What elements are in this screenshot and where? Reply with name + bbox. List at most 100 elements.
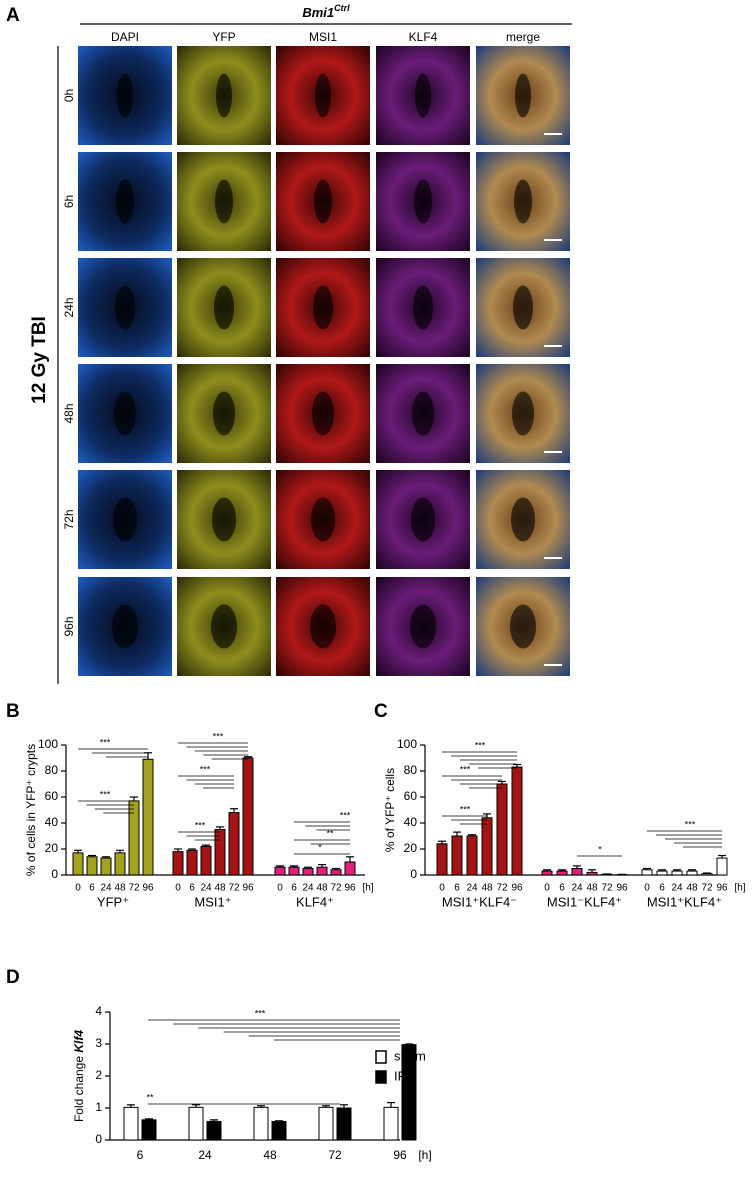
x-tick-label: 96 xyxy=(511,883,523,894)
bar xyxy=(142,758,154,876)
significance: *** xyxy=(255,1008,266,1018)
crypt-lumen xyxy=(311,497,335,542)
crypt-lumen xyxy=(114,391,136,436)
bar xyxy=(656,870,668,876)
x-tick-label: 24 xyxy=(302,883,314,894)
bar xyxy=(571,868,583,876)
x-tick-label: 6 xyxy=(137,1148,144,1162)
column-label: DAPI xyxy=(111,30,139,44)
significance: *** xyxy=(340,810,351,820)
x-tick-label: 72 xyxy=(601,883,613,894)
crypt-lumen xyxy=(216,73,232,118)
bar xyxy=(123,1106,139,1141)
y-tick-label: 0 xyxy=(95,1132,102,1146)
significance: * xyxy=(318,842,322,852)
y-label-main: Fold change xyxy=(72,1053,86,1122)
bar xyxy=(318,1106,334,1141)
x-tick-label: 6 xyxy=(659,883,665,894)
x-tick-label: 72 xyxy=(128,883,140,894)
bar xyxy=(701,873,713,876)
y-axis-label: Fold change Klf4 xyxy=(72,1030,86,1122)
crypt-lumen xyxy=(213,391,235,436)
y-tick-label: 4 xyxy=(95,1004,102,1018)
row-label: 6h xyxy=(62,195,76,208)
y-tick-label: 3 xyxy=(95,1036,102,1050)
group-label: MSI1⁻KLF4⁺ xyxy=(547,894,622,909)
x-tick-label: 24 xyxy=(571,883,583,894)
x-tick-label: 48 xyxy=(114,883,126,894)
bar xyxy=(114,852,126,876)
bar xyxy=(383,1106,399,1141)
x-tick-label: 24 xyxy=(200,883,212,894)
y-tick-label: 80 xyxy=(45,763,59,777)
crypt-lumen xyxy=(412,391,434,436)
crypt-lumen xyxy=(415,73,431,118)
y-tick-label: 0 xyxy=(51,867,58,881)
bar xyxy=(466,835,478,876)
bar xyxy=(511,766,523,876)
bar xyxy=(586,871,598,876)
x-tick-label: 48 xyxy=(316,883,328,894)
x-unit: [h] xyxy=(418,1148,431,1162)
significance: *** xyxy=(213,731,224,741)
bar xyxy=(214,829,226,876)
bar xyxy=(401,1044,417,1141)
y-tick-label: 100 xyxy=(397,737,417,751)
bar xyxy=(436,843,448,876)
group-label: MSI1⁺KLF4⁺ xyxy=(647,894,722,909)
bar xyxy=(541,870,553,876)
x-tick-label: 6 xyxy=(559,883,565,894)
crypt-lumen xyxy=(315,73,331,118)
bar xyxy=(496,783,508,876)
crypt-lumen xyxy=(513,285,533,330)
genotype-sup: Ctrl xyxy=(334,3,350,13)
crypt-lumen xyxy=(515,73,531,118)
x-tick-label: 96 xyxy=(344,883,356,894)
panel-label: A xyxy=(6,5,20,26)
crypt-lumen xyxy=(511,497,535,542)
x-unit: [h] xyxy=(734,883,745,894)
bar xyxy=(481,817,493,876)
panel-label: D xyxy=(6,967,20,988)
y-tick-label: 2 xyxy=(95,1068,102,1082)
bar xyxy=(188,1106,204,1141)
significance: *** xyxy=(460,764,471,774)
legend-swatch xyxy=(375,1050,387,1064)
bar xyxy=(100,857,112,876)
x-tick-label: 72 xyxy=(496,883,508,894)
x-tick-label: 0 xyxy=(277,883,283,894)
y-tick-label: 40 xyxy=(404,815,418,829)
y-tick-label: 0 xyxy=(410,867,417,881)
y-tick-label: 60 xyxy=(404,789,418,803)
x-tick-label: 48 xyxy=(481,883,493,894)
column-label: KLF4 xyxy=(409,30,438,44)
x-tick-label: 24 xyxy=(671,883,683,894)
panel-label: B xyxy=(6,701,20,722)
bar xyxy=(556,870,568,876)
x-tick-label: 0 xyxy=(544,883,550,894)
row-label: 24h xyxy=(62,297,76,317)
x-tick-label: 0 xyxy=(175,883,181,894)
column-label: MSI1 xyxy=(309,30,337,44)
bar xyxy=(330,869,342,876)
crypt-lumen xyxy=(411,497,435,542)
x-tick-label: 24 xyxy=(100,883,112,894)
y-tick-label: 20 xyxy=(404,841,418,855)
x-tick-label: 48 xyxy=(263,1148,277,1162)
crypt-lumen xyxy=(514,179,532,224)
y-tick-label: 80 xyxy=(404,763,418,777)
bar xyxy=(253,1106,269,1141)
significance: *** xyxy=(475,740,486,750)
significance: *** xyxy=(685,819,696,829)
x-tick-label: 96 xyxy=(142,883,154,894)
x-tick-label: 0 xyxy=(75,883,81,894)
significance: ** xyxy=(326,828,334,838)
y-tick-label: 20 xyxy=(45,841,59,855)
bar xyxy=(72,852,84,876)
x-tick-label: 48 xyxy=(586,883,598,894)
bar xyxy=(716,857,728,876)
group-label: KLF4⁺ xyxy=(296,894,334,909)
group-label: YFP⁺ xyxy=(97,894,129,909)
crypt-lumen xyxy=(414,179,432,224)
